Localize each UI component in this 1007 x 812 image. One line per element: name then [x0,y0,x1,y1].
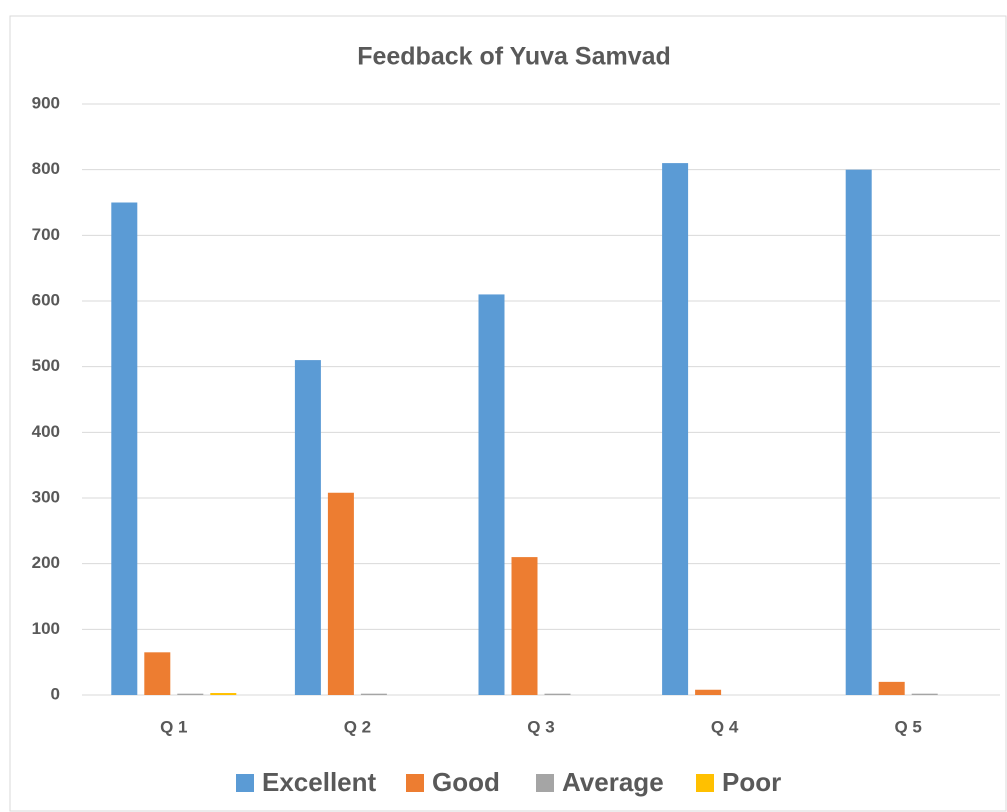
y-tick-label: 0 [51,684,60,703]
bar [662,163,689,696]
legend-label: Average [562,767,664,797]
y-tick-label: 800 [32,159,60,178]
bar [327,492,354,695]
bar [511,557,538,695]
bar [360,693,387,695]
chart-title: Feedback of Yuva Samvad [357,43,671,71]
legend-swatch [536,774,554,792]
legend-label: Good [432,767,500,797]
bar [695,689,722,695]
x-tick-label: Q 2 [344,717,371,736]
x-tick-label: Q 5 [894,717,921,736]
y-tick-label: 400 [32,422,60,441]
y-tick-label: 600 [32,290,60,309]
y-tick-label: 200 [32,553,60,572]
bar [478,294,505,695]
legend-label: Excellent [262,767,377,797]
bar [177,693,204,695]
chart-frame [9,15,1007,812]
y-tick-label: 100 [32,619,60,638]
bar [878,681,905,695]
y-tick-label: 900 [32,93,60,112]
legend-swatch [696,774,714,792]
x-tick-label: Q 1 [160,717,187,736]
y-tick-label: 500 [32,356,60,375]
bar [144,652,171,695]
bar [294,360,321,695]
bar [111,202,138,695]
y-tick-label: 700 [32,225,60,244]
legend-swatch [406,774,424,792]
bar [544,693,571,695]
bar [845,169,872,695]
legend-swatch [236,774,254,792]
x-tick-label: Q 3 [527,717,554,736]
y-tick-label: 300 [32,487,60,506]
legend-label: Poor [722,767,781,797]
x-tick-label: Q 4 [711,717,739,736]
bar [911,693,938,695]
bar [210,693,237,695]
